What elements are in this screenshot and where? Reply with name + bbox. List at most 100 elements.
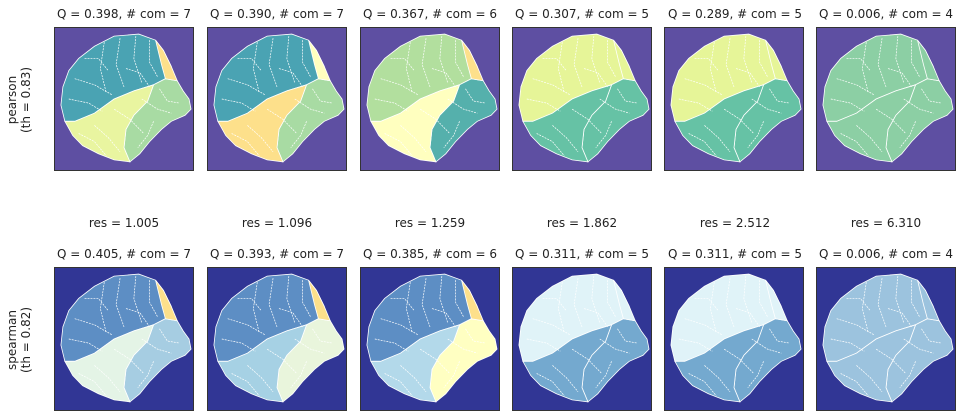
- panel-title: Q = 0.398, # com = 7: [57, 7, 191, 21]
- parcel-boundary: [836, 318, 875, 336]
- brain-map-panel: [512, 27, 652, 171]
- brain-map-svg: [208, 28, 346, 170]
- parcel-boundary: [743, 36, 753, 83]
- parcel-boundary: [227, 318, 266, 336]
- parcel-boundary: [607, 40, 616, 77]
- community-region: [917, 39, 940, 82]
- parcel-boundary: [599, 338, 630, 354]
- parcel-boundary: [266, 108, 297, 134]
- parcel-boundary: [895, 36, 905, 83]
- parcel-boundary: [447, 338, 478, 354]
- brain-map-panel: [360, 267, 500, 411]
- parcel-boundary: [133, 36, 143, 83]
- parcel-boundary: [595, 361, 612, 388]
- parcel-boundary: [141, 338, 172, 354]
- parcel-boundary: [526, 98, 561, 112]
- parcel-boundary: [443, 361, 460, 388]
- parcel-boundary: [903, 98, 934, 114]
- panel-title: Q = 0.311, # com = 5: [515, 247, 649, 261]
- parcel-boundary: [431, 68, 456, 88]
- parcel-boundary: [735, 308, 760, 328]
- parcel-boundary: [290, 121, 307, 148]
- community-region: [217, 324, 308, 403]
- parcel-boundary: [439, 276, 449, 323]
- parcel-boundary: [887, 308, 912, 328]
- parcel-boundary: [390, 298, 415, 311]
- parcel-boundary: [583, 68, 608, 88]
- parcel-boundary: [557, 282, 565, 334]
- parcel-boundary: [74, 78, 113, 96]
- parcel-boundary: [899, 121, 916, 148]
- parcel-boundary: [688, 133, 717, 157]
- community-region: [308, 39, 331, 82]
- community-region: [308, 279, 331, 322]
- parcel-boundary: [542, 298, 567, 311]
- parcel-boundary: [99, 42, 107, 94]
- parcel-boundary: [846, 298, 871, 311]
- parcel-boundary: [769, 328, 790, 344]
- parcel-boundary: [552, 125, 579, 152]
- brain-map-panel: [512, 267, 652, 411]
- panel-title: Q = 0.385, # com = 6: [363, 247, 497, 261]
- community-region: [674, 324, 765, 403]
- brain-map-panel: [54, 27, 194, 171]
- brain-map-svg: [665, 268, 803, 410]
- parcel-boundary: [455, 280, 464, 317]
- parcel-boundary: [536, 133, 565, 157]
- parcel-boundary: [247, 125, 274, 152]
- parcel-boundary: [747, 361, 764, 388]
- brain-map-svg: [361, 28, 499, 170]
- parcel-boundary: [599, 98, 630, 114]
- parcel-boundary: [830, 98, 865, 112]
- community-region: [613, 39, 636, 82]
- resolution-label: res = 1.862: [546, 216, 618, 230]
- parcel-boundary: [384, 133, 413, 157]
- resolution-label: res = 1.096: [241, 216, 313, 230]
- parcel-boundary: [747, 121, 764, 148]
- parcel-boundary: [133, 276, 143, 323]
- parcel-boundary: [861, 42, 869, 94]
- parcel-boundary: [723, 108, 754, 134]
- parcel-boundary: [94, 365, 121, 392]
- community-region: [826, 324, 917, 403]
- parcel-boundary: [678, 338, 713, 352]
- brain-map-svg: [55, 268, 193, 410]
- parcel-boundary: [694, 298, 719, 311]
- parcel-boundary: [405, 42, 413, 94]
- parcel-boundary: [465, 88, 486, 104]
- parcel-boundary: [125, 68, 150, 88]
- resolution-label: res = 6.310: [850, 216, 922, 230]
- parcel-boundary: [113, 108, 144, 134]
- parcel-boundary: [278, 68, 303, 88]
- parcel-boundary: [887, 68, 912, 88]
- parcel-boundary: [840, 133, 869, 157]
- community-region: [765, 279, 788, 322]
- parcel-boundary: [159, 88, 180, 104]
- parcel-boundary: [591, 36, 601, 83]
- community-region: [522, 324, 613, 403]
- community-region: [370, 84, 461, 163]
- community-region: [826, 84, 917, 163]
- parcel-boundary: [571, 108, 602, 134]
- brain-map-panel: [54, 267, 194, 411]
- parcel-boundary: [141, 98, 172, 114]
- parcel-boundary: [237, 58, 262, 71]
- parcel-boundary: [294, 98, 325, 114]
- row-label-pearson-line1: pearson: [5, 75, 19, 125]
- community-region: [765, 39, 788, 82]
- parcel-boundary: [526, 338, 561, 352]
- parcel-boundary: [149, 280, 158, 317]
- parcel-boundary: [405, 282, 413, 334]
- community-region: [64, 84, 155, 163]
- parcel-boundary: [278, 308, 303, 328]
- community-region: [155, 279, 178, 322]
- parcel-boundary: [455, 40, 464, 77]
- parcel-boundary: [113, 348, 144, 374]
- parcel-boundary: [921, 328, 942, 344]
- parcel-boundary: [875, 108, 906, 134]
- parcel-boundary: [137, 121, 154, 148]
- community-region: [522, 84, 613, 163]
- parcel-boundary: [286, 276, 296, 323]
- panel-title: Q = 0.405, # com = 7: [57, 247, 191, 261]
- parcel-boundary: [302, 40, 311, 77]
